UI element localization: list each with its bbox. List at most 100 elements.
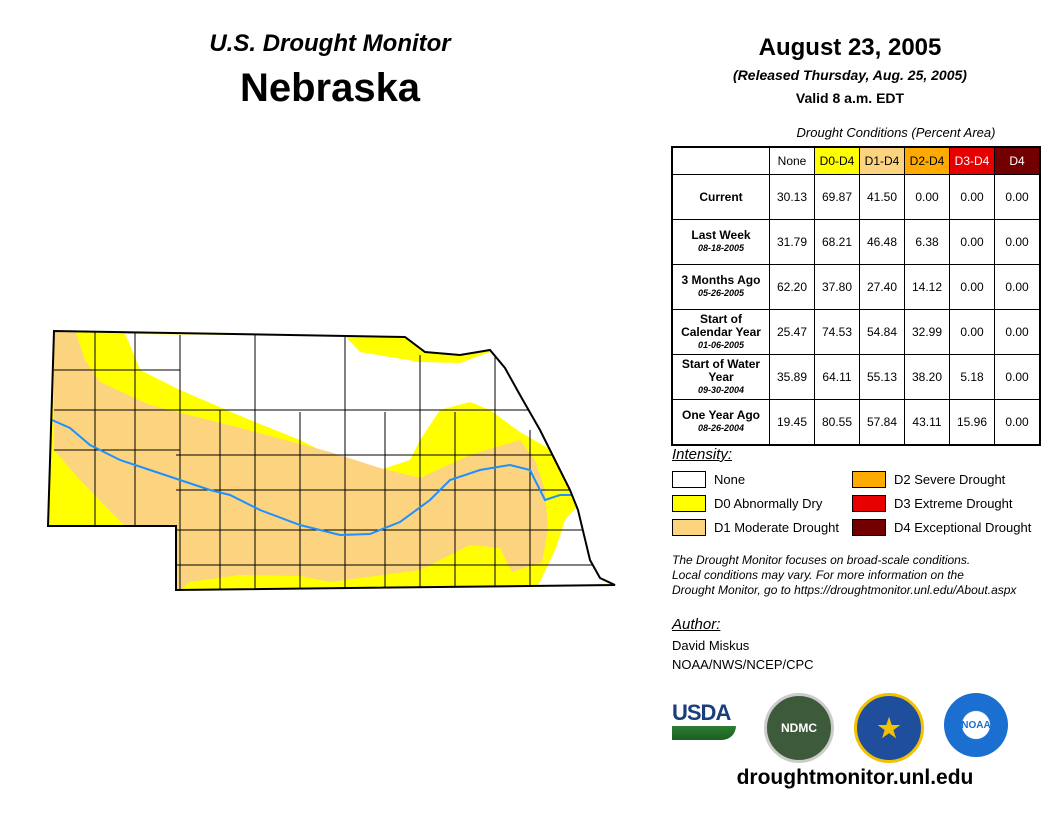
value-cell: 25.47 bbox=[769, 309, 815, 355]
platte-river bbox=[51, 419, 575, 537]
value-cell: 41.50 bbox=[859, 174, 905, 220]
table-row: Start of Water Year 09-30-2004 35.89 64.11 5… bbox=[671, 354, 1041, 400]
value-cell: 19.45 bbox=[769, 399, 815, 446]
column-header: D0-D4 bbox=[814, 146, 860, 175]
note-line: Local conditions may vary. For more info… bbox=[672, 568, 964, 582]
author-label: Author: bbox=[672, 616, 721, 633]
row-label-text: Last Week bbox=[691, 228, 751, 242]
row-label-text: One Year Ago bbox=[681, 408, 761, 422]
column-header: None bbox=[769, 146, 815, 175]
value-cell: 68.21 bbox=[814, 219, 860, 265]
legend-label: D4 Exceptional Drought bbox=[894, 520, 1032, 535]
value-cell: 0.00 bbox=[994, 174, 1041, 220]
row-label: Current bbox=[671, 174, 770, 220]
row-label: One Year Ago 08-26-2004 bbox=[671, 399, 770, 446]
value-cell: 69.87 bbox=[814, 174, 860, 220]
value-cell: 64.11 bbox=[814, 354, 860, 400]
value-cell: 37.80 bbox=[814, 264, 860, 310]
row-label: Start of Water Year 09-30-2004 bbox=[671, 354, 770, 400]
row-date: 01-06-2005 bbox=[697, 339, 745, 350]
value-cell: 30.13 bbox=[769, 174, 815, 220]
value-cell: 0.00 bbox=[994, 399, 1041, 446]
table-caption: Drought Conditions (Percent Area) bbox=[796, 125, 996, 140]
state-name: Nebraska bbox=[239, 66, 421, 110]
legend-swatch bbox=[852, 495, 886, 512]
value-cell: 55.13 bbox=[859, 354, 905, 400]
row-date: 08-18-2005 bbox=[697, 243, 745, 253]
note-line: The Drought Monitor focuses on broad-sca… bbox=[672, 553, 971, 567]
legend-swatch bbox=[852, 471, 886, 488]
value-cell: 0.00 bbox=[994, 264, 1041, 310]
row-label: Start of Calendar Year 01-06-2005 bbox=[671, 309, 770, 355]
value-cell: 62.20 bbox=[769, 264, 815, 310]
d1-region bbox=[54, 331, 548, 590]
row-date: 05-26-2005 bbox=[697, 288, 745, 298]
row-label-text: 3 Months Ago bbox=[681, 273, 761, 287]
usda-logo-text: USDA bbox=[672, 700, 731, 725]
value-cell: 5.18 bbox=[949, 354, 995, 400]
legend-label: D2 Severe Drought bbox=[894, 472, 1006, 487]
value-cell: 0.00 bbox=[994, 219, 1041, 265]
legend-label: D0 Abnormally Dry bbox=[714, 496, 823, 511]
row-date: 08-26-2004 bbox=[697, 423, 745, 433]
value-cell: 32.99 bbox=[904, 309, 950, 355]
legend-swatch bbox=[672, 495, 706, 512]
release-date: (Released Thursday, Aug. 25, 2005) bbox=[733, 67, 967, 83]
legend-item: D0 Abnormally Dry bbox=[672, 495, 822, 512]
value-cell: 0.00 bbox=[949, 174, 995, 220]
legend-item: D2 Severe Drought bbox=[852, 471, 1005, 488]
author-org: NOAA/NWS/NCEP/CPC bbox=[672, 657, 814, 672]
legend-swatch bbox=[672, 471, 706, 488]
row-label-text: Start of Water Year bbox=[681, 356, 761, 384]
value-cell: 0.00 bbox=[994, 354, 1041, 400]
commerce-seal-logo: ★ bbox=[854, 693, 924, 763]
value-cell: 35.89 bbox=[769, 354, 815, 400]
value-cell: 80.55 bbox=[814, 399, 860, 446]
value-cell: 6.38 bbox=[904, 219, 950, 265]
map-date: August 23, 2005 bbox=[758, 34, 942, 61]
value-cell: 46.48 bbox=[859, 219, 905, 265]
legend-label: None bbox=[714, 472, 746, 487]
footer-url[interactable]: droughtmonitor.unl.edu bbox=[736, 766, 974, 789]
table-row: Current 30.13 69.87 41.50 0.00 0.00 0.00 bbox=[671, 174, 1041, 220]
table-row: Last Week 08-18-2005 31.79 68.21 46.48 6.38 0.… bbox=[671, 219, 1041, 265]
row-label-text: Start of Calendar Year bbox=[681, 311, 761, 339]
blank-cell bbox=[672, 147, 770, 175]
value-cell: 27.40 bbox=[859, 264, 905, 310]
state-border bbox=[46, 329, 616, 592]
county-lines bbox=[54, 331, 600, 590]
table-header-row: None D0-D4 D1-D4 D2-D4 D3-D4 D4 bbox=[672, 146, 1041, 175]
value-cell: 14.12 bbox=[904, 264, 950, 310]
table-row: Start of Calendar Year 01-06-2005 25.47 74.… bbox=[671, 309, 1041, 355]
legend-item: D1 Moderate Drought bbox=[672, 519, 839, 536]
column-header: D2-D4 bbox=[904, 146, 950, 175]
value-cell: 0.00 bbox=[949, 219, 995, 265]
legend-item: D4 Exceptional Drought bbox=[852, 519, 1031, 536]
author-name: David Miskus bbox=[672, 638, 750, 653]
table-row: 3 Months Ago 05-26-2005 62.20 37.80 27.40 14.… bbox=[671, 264, 1041, 310]
legend-label: D3 Extreme Drought bbox=[894, 496, 1013, 511]
noaa-logo: NOAA bbox=[944, 693, 1008, 757]
column-header: D3-D4 bbox=[949, 146, 995, 175]
row-date: 09-30-2004 bbox=[697, 384, 745, 395]
value-cell: 0.00 bbox=[994, 309, 1041, 355]
row-label: Last Week 08-18-2005 bbox=[671, 219, 770, 265]
map-title: U.S. Drought Monitor bbox=[209, 30, 451, 57]
value-cell: 0.00 bbox=[904, 174, 950, 220]
legend-label: D1 Moderate Drought bbox=[714, 520, 840, 535]
value-cell: 57.84 bbox=[859, 399, 905, 446]
drought-conditions-table: None D0-D4 D1-D4 D2-D4 D3-D4 D4 Current 30.13 6… bbox=[671, 146, 1041, 446]
value-cell: 15.96 bbox=[949, 399, 995, 446]
column-header: D1-D4 bbox=[859, 146, 905, 175]
table-row: One Year Ago 08-26-2004 19.45 80.55 57.84 43.… bbox=[671, 399, 1041, 446]
nebraska-map bbox=[46, 329, 616, 592]
legend-swatch bbox=[672, 519, 706, 536]
value-cell: 31.79 bbox=[769, 219, 815, 265]
value-cell: 38.20 bbox=[904, 354, 950, 400]
disclaimer-note: The Drought Monitor focuses on broad-sca… bbox=[672, 553, 1042, 598]
none-region-north bbox=[125, 334, 560, 470]
legend-item: D3 Extreme Drought bbox=[852, 495, 1013, 512]
legend-title: Intensity: bbox=[672, 446, 733, 463]
value-cell: 0.00 bbox=[949, 264, 995, 310]
